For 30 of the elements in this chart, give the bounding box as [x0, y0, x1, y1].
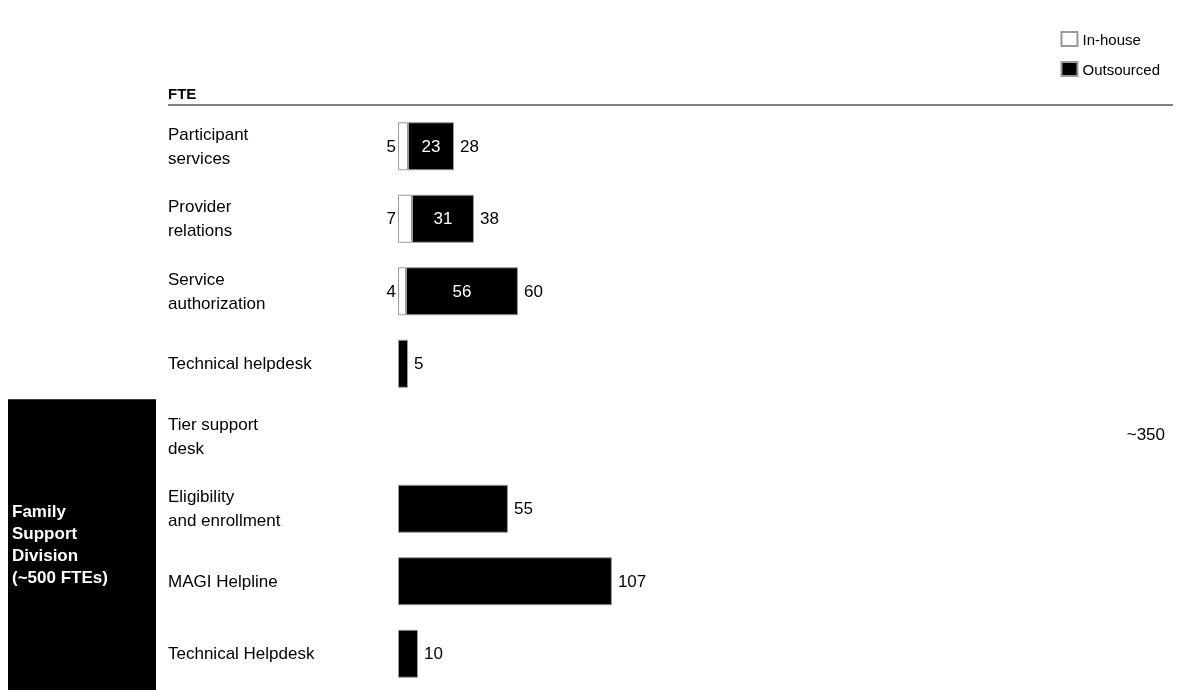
y-tick-label: Eligibility and enrollment — [168, 487, 281, 531]
bar — [398, 484, 508, 533]
data-label: 7 — [386, 209, 396, 229]
y-tick-label: Participant services — [168, 124, 249, 168]
total-label: 38 — [479, 209, 499, 229]
data-label: 31 — [433, 209, 453, 229]
total-label: 28 — [459, 136, 479, 156]
total-label: 5 — [413, 354, 424, 374]
total-label: 10 — [423, 644, 443, 664]
total-label: 60 — [523, 281, 543, 301]
bar — [398, 557, 612, 606]
data-label: 5 — [386, 136, 396, 156]
data-label: 4 — [386, 281, 396, 301]
bar — [398, 629, 418, 678]
total-label: 107 — [617, 571, 647, 591]
legend-label: In-house — [1082, 30, 1141, 48]
y-tick-label: Tier support desk — [168, 414, 259, 458]
data-label: 56 — [452, 281, 472, 301]
data-label: 23 — [421, 136, 441, 156]
y-tick-label: Technical Helpdesk — [168, 644, 315, 664]
y-tick-label: Provider relations — [168, 197, 233, 241]
y-tick-label: Technical helpdesk — [168, 354, 313, 374]
x-axis-title: FTE — [168, 85, 197, 102]
total-label: 55 — [513, 499, 533, 519]
y-tick-label: Service authorization — [168, 269, 266, 313]
text: ~350 — [1126, 425, 1166, 445]
legend-label: Outsourced — [1082, 60, 1161, 78]
y-tick-label: MAGI Helpline — [168, 571, 278, 591]
text: Family Support Division (~500 FTEs) — [12, 502, 108, 588]
bar — [398, 339, 408, 388]
